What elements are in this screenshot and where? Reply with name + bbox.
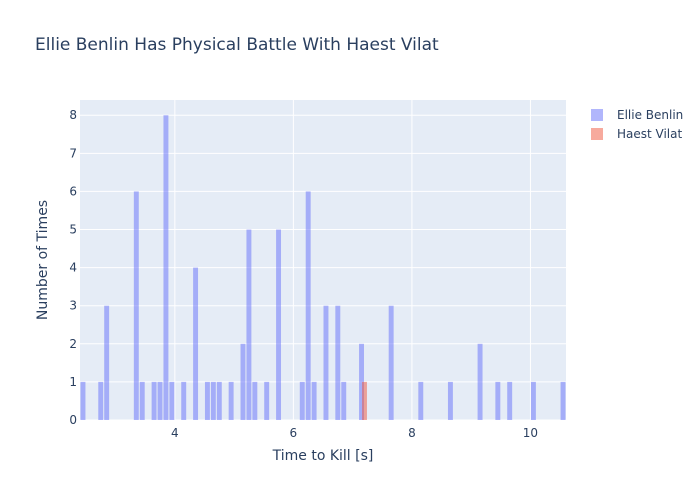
histogram-bar	[560, 381, 566, 420]
histogram-bar	[305, 191, 311, 420]
histogram-bar	[335, 305, 341, 420]
y-tick-label: 3	[69, 299, 77, 313]
histogram-bar	[163, 115, 169, 420]
histogram-bar	[98, 381, 104, 420]
histogram-bar	[341, 381, 347, 420]
legend-item[interactable]: Haest Vilat	[591, 127, 682, 141]
histogram-bar	[252, 381, 258, 420]
x-axis-title: Time to Kill [s]	[272, 448, 374, 464]
legend-label: Haest Vilat	[617, 127, 682, 141]
chart-title: Ellie Benlin Has Physical Battle With Ha…	[35, 35, 439, 55]
histogram-bar	[169, 381, 175, 420]
x-tick-label: 8	[408, 426, 416, 440]
legend[interactable]: Ellie Benlin Haest Vilat	[591, 108, 683, 141]
histogram-bar	[193, 267, 199, 420]
histogram-bar	[323, 305, 329, 420]
y-axis-ticks: 0 1 2 3 4 5 6 7 8	[69, 108, 77, 427]
y-axis-title: Number of Times	[35, 200, 51, 320]
bars	[80, 115, 566, 420]
gridlines	[80, 100, 566, 421]
histogram-bar	[133, 191, 139, 420]
histogram-bar	[299, 381, 305, 420]
y-tick-label: 5	[69, 223, 77, 237]
x-tick-label: 4	[171, 426, 179, 440]
histogram-bar	[264, 381, 270, 420]
histogram-bar	[204, 381, 210, 420]
histogram-bar	[276, 229, 282, 420]
histogram-bar	[477, 343, 483, 420]
histogram-bar	[139, 381, 145, 420]
histogram-bar	[80, 381, 86, 420]
histogram-bar	[362, 381, 367, 420]
histogram-bar	[388, 305, 394, 420]
histogram-bar	[210, 381, 216, 420]
legend-item[interactable]: Ellie Benlin	[591, 108, 683, 122]
x-tick-label: 10	[523, 426, 538, 440]
legend-label: Ellie Benlin	[617, 108, 683, 122]
histogram-bar	[181, 381, 187, 420]
y-tick-label: 7	[69, 146, 77, 160]
y-tick-label: 4	[69, 261, 77, 275]
x-axis-ticks: 4 6 8 10	[171, 426, 538, 440]
histogram-bar	[157, 381, 163, 420]
x-tick-label: 6	[290, 426, 298, 440]
plot-background	[80, 100, 566, 420]
histogram-bar	[240, 343, 246, 420]
legend-swatch	[591, 128, 603, 140]
histogram-bar	[418, 381, 424, 420]
histogram-bar	[507, 381, 513, 420]
histogram-bar	[359, 343, 364, 420]
histogram-bar	[530, 381, 536, 420]
histogram-bar	[447, 381, 453, 420]
legend-swatch	[591, 109, 603, 121]
histogram-bar	[228, 381, 234, 420]
y-tick-label: 0	[69, 413, 77, 427]
histogram-bar	[495, 381, 501, 420]
y-tick-label: 6	[69, 184, 77, 198]
histogram-bar	[104, 305, 110, 420]
histogram-bar	[216, 381, 222, 420]
y-tick-label: 8	[69, 108, 77, 122]
histogram-bar	[246, 229, 252, 420]
y-tick-label: 1	[69, 375, 77, 389]
histogram-bar	[151, 381, 157, 420]
histogram-bar	[311, 381, 317, 420]
y-tick-label: 2	[69, 337, 77, 351]
